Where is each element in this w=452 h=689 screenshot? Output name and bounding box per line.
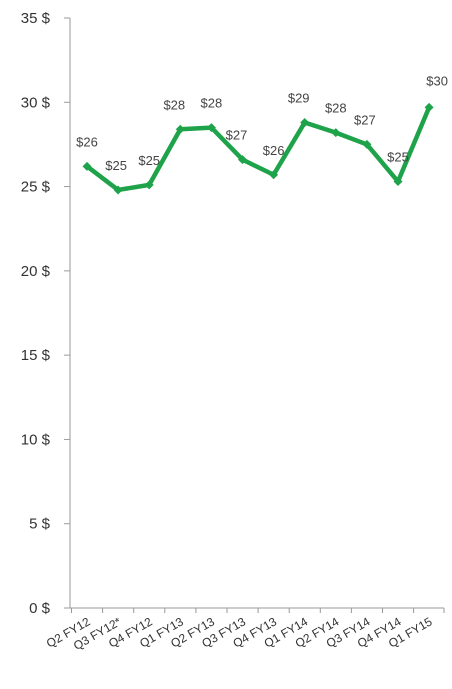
data-label: $28 [201,96,223,111]
axes [69,18,444,609]
data-point [175,124,185,134]
data-point [300,118,310,128]
data-label: $27 [226,128,248,143]
series-line-path [84,105,432,193]
data-point [331,128,341,138]
data-point [144,180,154,190]
y-tick-label: 30 $ [21,94,51,111]
y-tick-label: 5 $ [29,516,51,533]
y-tick-label: 15 $ [21,347,51,364]
data-point [362,139,372,149]
data-label: $29 [288,91,310,106]
data-label: $28 [163,97,185,112]
data-label: $25 [105,158,127,173]
data-label: $25 [138,153,160,168]
y-axis-ticks: 0 $ 5 $ 10 $ 15 $ 20 $ 25 $ 30 $ 35 $ [21,10,70,617]
y-tick-label: 0 $ [29,600,51,617]
data-label: $30 [426,73,448,88]
data-point [424,102,434,112]
data-point [393,177,403,187]
y-tick-label: 25 $ [21,179,51,196]
data-point [206,123,216,133]
data-point [238,155,247,165]
data-point [113,185,123,195]
data-point [269,170,279,180]
series-line [82,102,434,195]
data-label: $26 [263,143,285,158]
data-label: $27 [354,112,376,127]
y-tick-label: 10 $ [21,431,51,448]
data-label: $26 [76,134,98,149]
data-labels: $26 $25 $25 $28 $28 $27 $26 $29 $28 $27 $25 $30 [76,73,448,173]
y-tick-label: 20 $ [21,263,51,280]
data-point [82,161,92,171]
data-label: $25 [387,150,409,165]
data-label: $28 [325,101,347,116]
y-tick-label: 35 $ [21,10,51,27]
